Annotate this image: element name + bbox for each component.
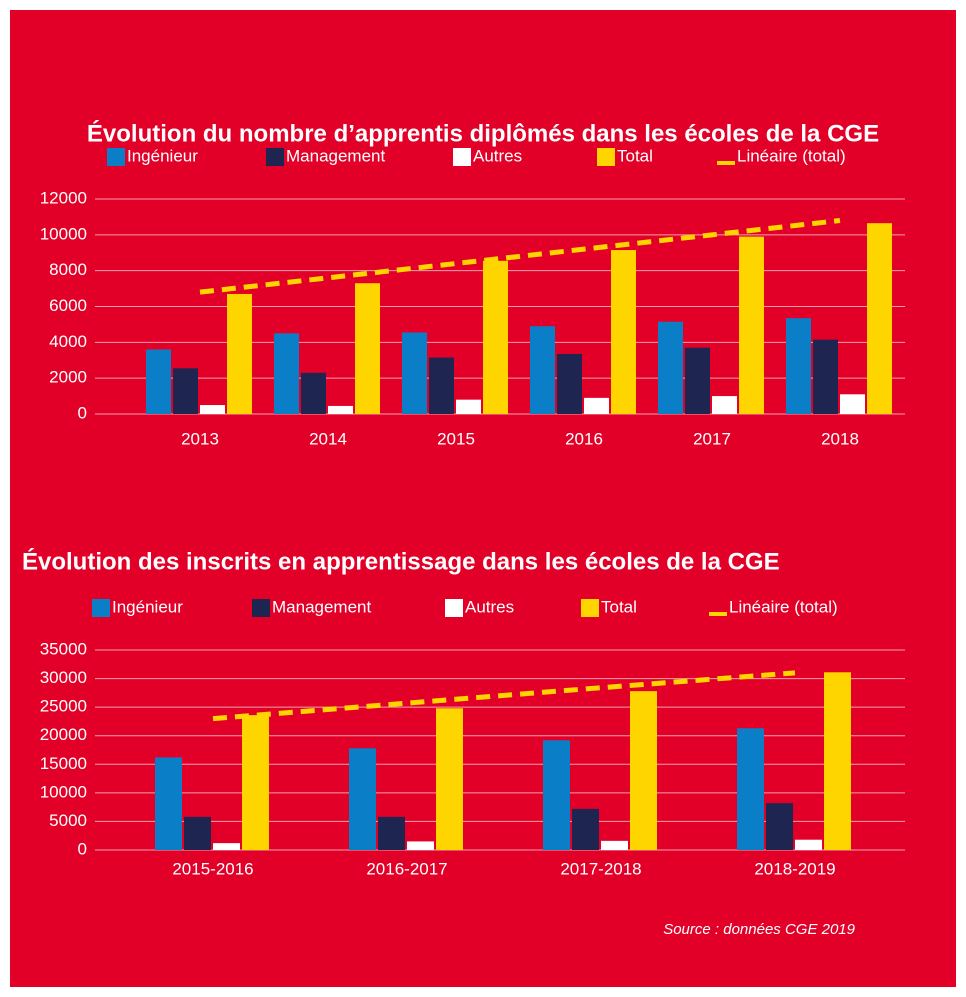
legend-label: Linéaire (total) bbox=[729, 597, 838, 616]
x-tick-label: 2017 bbox=[693, 429, 731, 448]
bar bbox=[173, 368, 198, 414]
y-tick-label: 15000 bbox=[40, 754, 87, 773]
x-tick-label: 2017-2018 bbox=[560, 859, 641, 878]
chart-title: Évolution des inscrits en apprentissage … bbox=[22, 547, 780, 575]
x-tick-label: 2018 bbox=[821, 429, 859, 448]
legend-swatch bbox=[453, 148, 471, 166]
bar bbox=[155, 757, 182, 850]
bar bbox=[184, 816, 211, 850]
bar bbox=[712, 396, 737, 414]
source: Source : données CGE 2019 bbox=[663, 921, 855, 938]
bar bbox=[530, 326, 555, 414]
bar bbox=[242, 715, 269, 850]
bar bbox=[630, 691, 657, 850]
bar bbox=[813, 339, 838, 414]
bar bbox=[611, 250, 636, 414]
bar bbox=[483, 260, 508, 414]
y-tick-label: 12000 bbox=[40, 188, 87, 207]
x-tick-label: 2016 bbox=[565, 429, 603, 448]
bar bbox=[349, 748, 376, 850]
legend-label: Ingénieur bbox=[112, 597, 183, 616]
bar bbox=[840, 394, 865, 414]
bar bbox=[824, 672, 851, 850]
legend-label: Autres bbox=[473, 146, 522, 165]
legend-label: Linéaire (total) bbox=[737, 146, 846, 165]
legend-label: Management bbox=[272, 597, 372, 616]
y-tick-label: 8000 bbox=[49, 260, 87, 279]
y-tick-label: 2000 bbox=[49, 368, 87, 387]
y-tick-label: 4000 bbox=[49, 332, 87, 351]
bar bbox=[429, 357, 454, 414]
legend-label: Ingénieur bbox=[127, 146, 198, 165]
legend-swatch bbox=[597, 148, 615, 166]
legend-swatch bbox=[266, 148, 284, 166]
legend-label: Autres bbox=[465, 597, 514, 616]
bar bbox=[737, 728, 764, 850]
legend-label: Total bbox=[601, 597, 637, 616]
y-tick-label: 25000 bbox=[40, 697, 87, 716]
bar bbox=[766, 803, 793, 850]
bar bbox=[436, 708, 463, 850]
trend-line bbox=[212, 670, 796, 722]
trend-line bbox=[199, 218, 841, 295]
bar bbox=[301, 372, 326, 414]
x-tick-label: 2013 bbox=[181, 429, 219, 448]
legend-swatch bbox=[445, 599, 463, 617]
bar bbox=[786, 318, 811, 414]
bar bbox=[685, 347, 710, 414]
x-tick-label: 2016-2017 bbox=[366, 859, 447, 878]
legend-swatch bbox=[252, 599, 270, 617]
x-tick-label: 2015 bbox=[437, 429, 475, 448]
bar bbox=[572, 808, 599, 850]
bar bbox=[402, 332, 427, 414]
y-tick-label: 10000 bbox=[40, 782, 87, 801]
bar bbox=[867, 223, 892, 414]
x-tick-label: 2014 bbox=[309, 429, 347, 448]
bar bbox=[378, 816, 405, 850]
legend-swatch bbox=[107, 148, 125, 166]
y-tick-label: 0 bbox=[78, 403, 87, 422]
bar bbox=[658, 321, 683, 414]
bar bbox=[584, 397, 609, 414]
bar bbox=[227, 293, 252, 414]
bar bbox=[355, 283, 380, 414]
bar bbox=[274, 333, 299, 414]
bar bbox=[795, 839, 822, 850]
bar bbox=[146, 349, 171, 414]
y-tick-label: 0 bbox=[78, 839, 87, 858]
legend-label: Total bbox=[617, 146, 653, 165]
bar bbox=[200, 405, 225, 414]
y-tick-label: 30000 bbox=[40, 668, 87, 687]
x-tick-label: 2018-2019 bbox=[754, 859, 835, 878]
bar bbox=[601, 840, 628, 850]
legend-label: Management bbox=[286, 146, 386, 165]
bar bbox=[456, 399, 481, 414]
y-tick-label: 35000 bbox=[40, 639, 87, 658]
legend-swatch bbox=[92, 599, 110, 617]
bar bbox=[739, 236, 764, 414]
chart-title: Évolution du nombre d’apprentis diplômés… bbox=[87, 119, 879, 147]
y-tick-label: 20000 bbox=[40, 725, 87, 744]
y-tick-label: 6000 bbox=[49, 296, 87, 315]
x-tick-label: 2015-2016 bbox=[172, 859, 253, 878]
bar bbox=[328, 405, 353, 414]
bar bbox=[407, 841, 434, 850]
bar bbox=[557, 353, 582, 414]
bar bbox=[213, 843, 240, 850]
bar bbox=[543, 740, 570, 850]
legend-swatch bbox=[581, 599, 599, 617]
y-tick-label: 10000 bbox=[40, 224, 87, 243]
y-tick-label: 5000 bbox=[49, 811, 87, 830]
